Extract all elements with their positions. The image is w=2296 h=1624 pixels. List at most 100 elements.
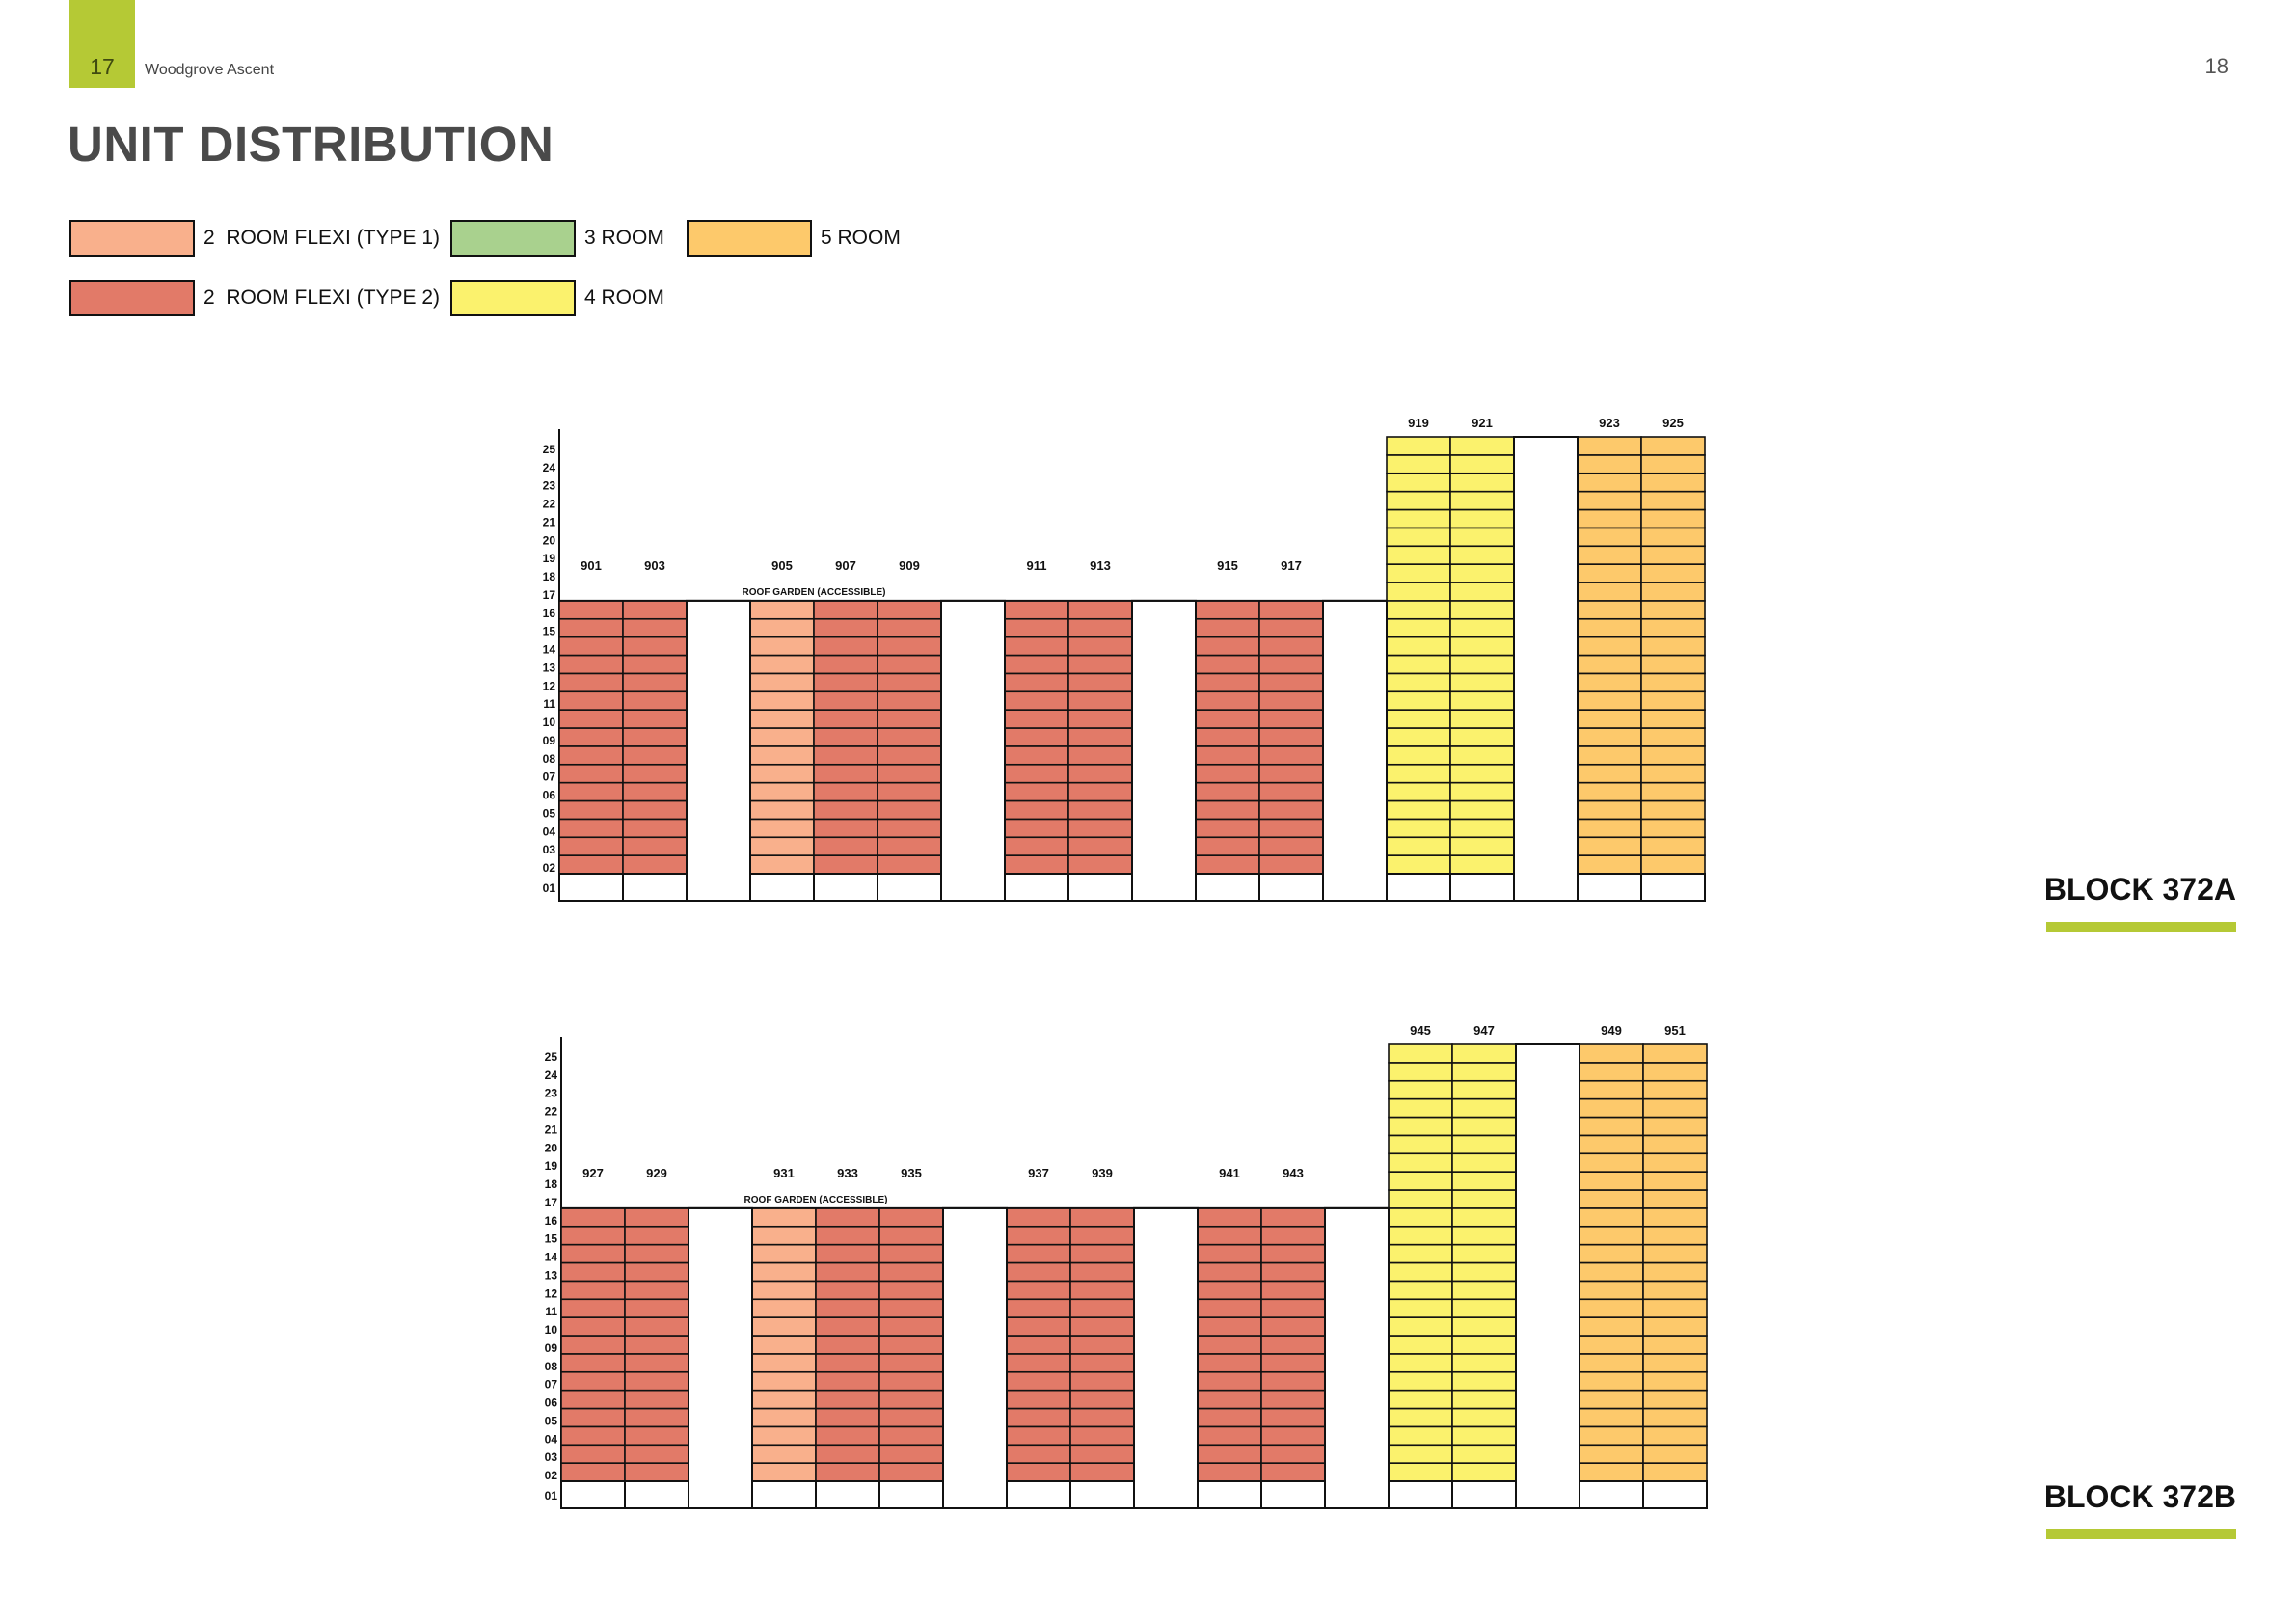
unit-cell: [1006, 1407, 1071, 1428]
unit-number-label: 945: [1410, 1023, 1431, 1038]
page-number: 18: [2204, 54, 2228, 78]
unit-cell: [624, 1243, 689, 1264]
unit-cell: [1642, 1043, 1708, 1064]
unit-cell: [1388, 1316, 1453, 1337]
page-title: UNIT DISTRIBUTION: [68, 117, 554, 172]
unit-cell: [815, 1335, 880, 1355]
void-shaft: [688, 1206, 753, 1509]
void-shaft: [1324, 1206, 1390, 1509]
unit-cell: [1069, 1425, 1135, 1447]
unit-cell: [1642, 1335, 1708, 1355]
unit-cell: [560, 1407, 626, 1428]
unit-number-label: 913: [1090, 558, 1111, 573]
unit-cell: [624, 1407, 689, 1428]
unit-cell: [1642, 1353, 1708, 1373]
floor-label: 24: [543, 461, 556, 474]
legend-item-2-room-flexi-type-1: 2 ROOM FLEXI (TYPE 1): [69, 220, 440, 257]
unit-cell: [815, 1389, 880, 1410]
floor-label: 15: [545, 1232, 558, 1246]
unit-cell: [751, 1462, 817, 1482]
unit-cell: [1069, 1389, 1135, 1410]
unit-cell: [1642, 1462, 1708, 1482]
unit-cell: [1260, 1407, 1326, 1428]
unit-cell: [1069, 1444, 1135, 1464]
void-shaft: [1515, 1043, 1580, 1509]
unit-cell: [1451, 1370, 1517, 1392]
unit-cell: [1451, 1225, 1517, 1246]
unit-cell: [560, 1462, 626, 1482]
unit-cell: [560, 1316, 626, 1337]
unit-cell: [1388, 1079, 1453, 1100]
unit-cell: [1260, 1298, 1326, 1318]
unit-cell: [1579, 1298, 1644, 1318]
unit-cell: [1006, 1425, 1071, 1447]
unit-cell: [560, 1207, 626, 1228]
floor-label: 19: [543, 552, 556, 565]
unit-cell: [1579, 1425, 1644, 1447]
unit-cell: [878, 1280, 944, 1301]
unit-cell: [624, 1207, 689, 1228]
unit-number-label: 907: [835, 558, 856, 573]
unit-cell: [1642, 1134, 1708, 1155]
ground-floor-cell: [1260, 1480, 1326, 1509]
floor-label: 16: [545, 1214, 558, 1228]
unit-cell: [1197, 1335, 1262, 1355]
block-372a-label: BLOCK 372A: [2043, 872, 2236, 907]
legend-swatch: [69, 280, 195, 316]
void-shaft: [942, 1206, 1008, 1509]
void-shaft: [686, 599, 751, 902]
floor-label: 21: [543, 515, 556, 528]
unit-cell: [1579, 1152, 1644, 1173]
unit-cell: [1579, 1116, 1644, 1137]
ground-floor-cell: [877, 873, 942, 902]
unit-cell: [560, 1425, 626, 1447]
unit-cell: [1069, 1225, 1135, 1246]
unit-cell: [1069, 1462, 1135, 1482]
unit-cell: [878, 1425, 944, 1447]
unit-cell: [751, 1407, 817, 1428]
void-shaft: [1322, 599, 1388, 902]
unit-cell: [1197, 1243, 1262, 1264]
unit-cell: [1388, 1407, 1453, 1428]
unit-cell: [624, 1370, 689, 1392]
unit-cell: [1642, 1152, 1708, 1173]
floor-label: 14: [543, 643, 556, 657]
legend-item-2-room-flexi-type-2: 2 ROOM FLEXI (TYPE 2): [69, 280, 440, 316]
unit-cell: [1388, 1298, 1453, 1318]
legend-label: 4 ROOM: [584, 286, 664, 309]
ground-floor-cell: [1195, 873, 1260, 902]
unit-cell: [560, 1370, 626, 1392]
unit-cell: [1069, 1243, 1135, 1264]
unit-cell: [815, 1243, 880, 1264]
unit-cell: [1006, 1335, 1071, 1355]
unit-cell: [1069, 1261, 1135, 1283]
floor-label: 25: [545, 1050, 558, 1064]
unit-cell: [1642, 1444, 1708, 1464]
unit-number-label: 925: [1662, 416, 1684, 430]
floor-label: 10: [545, 1323, 558, 1337]
ground-floor-cell: [560, 1480, 626, 1509]
unit-cell: [1451, 1171, 1517, 1191]
unit-cell: [1069, 1407, 1135, 1428]
unit-cell: [1069, 1298, 1135, 1318]
floor-label: 14: [545, 1251, 558, 1264]
unit-cell: [1451, 1116, 1517, 1137]
unit-cell: [1260, 1425, 1326, 1447]
unit-number-label: 933: [837, 1166, 858, 1180]
floor-label: 20: [545, 1141, 558, 1154]
roof-garden-label: ROOF GARDEN (ACCESSIBLE): [744, 1195, 888, 1205]
floor-label: 12: [545, 1286, 558, 1300]
unit-cell: [815, 1407, 880, 1428]
unit-cell: [751, 1316, 817, 1337]
legend-swatch: [69, 220, 195, 257]
unit-cell: [1451, 1043, 1517, 1064]
unit-number-label: 909: [899, 558, 920, 573]
unit-cell: [1642, 1171, 1708, 1191]
unit-cell: [1006, 1243, 1071, 1264]
unit-cell: [1579, 1335, 1644, 1355]
floor-label: 01: [545, 1489, 558, 1502]
block-372b-underline: [2046, 1529, 2236, 1539]
unit-number-label: 901: [581, 558, 602, 573]
unit-cell: [1006, 1389, 1071, 1410]
